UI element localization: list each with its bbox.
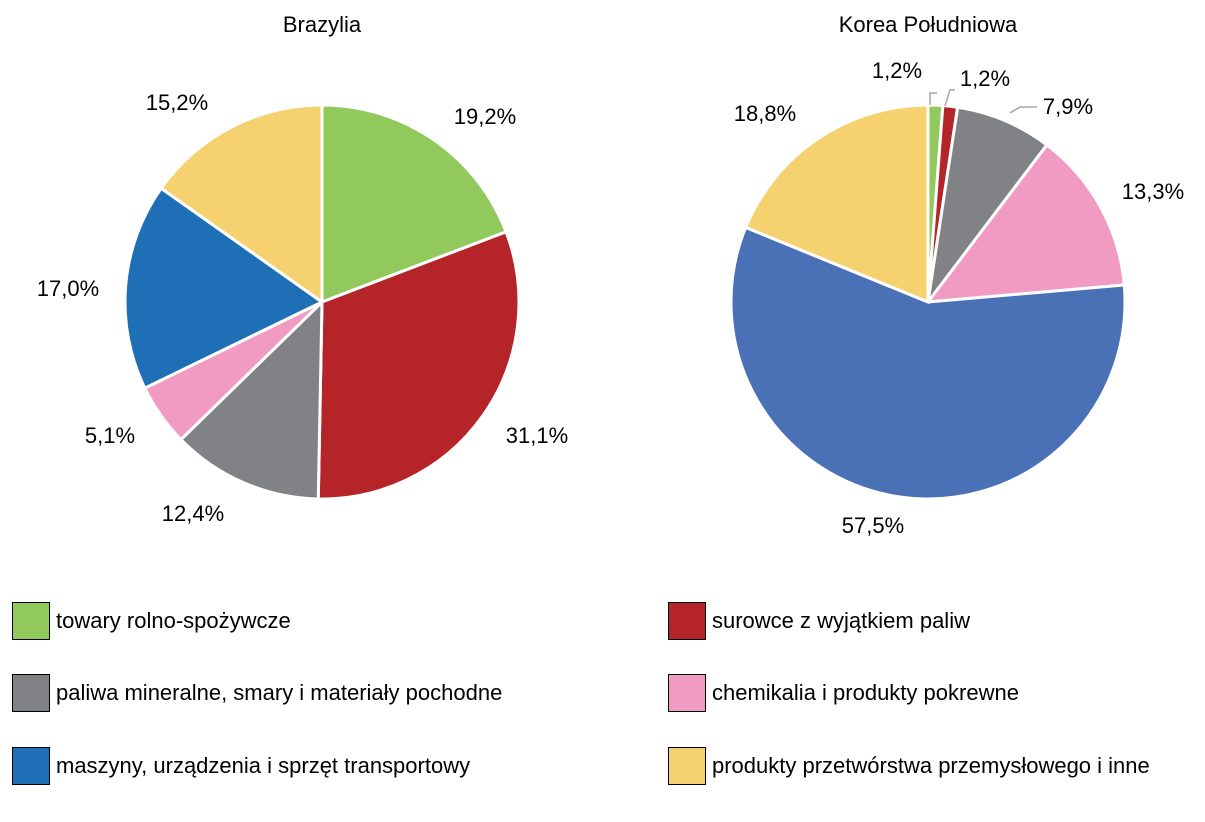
data-label: 5,1%: [85, 423, 135, 448]
legend-label: chemikalia i produkty pokrewne: [712, 680, 1019, 705]
legend-swatch: [668, 674, 706, 712]
data-label: 57,5%: [842, 513, 904, 538]
legend-label: paliwa mineralne, smary i materiały poch…: [56, 680, 503, 705]
pie-slice: [178, 298, 324, 501]
data-label: 7,9%: [1043, 94, 1093, 119]
legend-swatch: [12, 674, 50, 712]
data-label: 19,2%: [454, 104, 516, 129]
data-label: 15,2%: [146, 90, 208, 115]
legend-item: chemikalia i produkty pokrewne: [668, 674, 1193, 712]
pie-slice: [743, 103, 930, 305]
chart-title: Brazylia: [283, 12, 362, 37]
leader-line: [944, 89, 955, 107]
legend-swatch: [668, 747, 706, 785]
legend-swatch: [668, 602, 706, 640]
charts: Brazylia 19,2% 31,1% 12,4% 5,1% 17,0% 15,2% Kor…: [37, 12, 1184, 538]
legend-item: maszyny, urządzenia i sprzęt transportow…: [12, 747, 652, 785]
legend-item: towary rolno-spożywcze: [12, 602, 652, 640]
legend-swatch: [12, 747, 50, 785]
legend-item: paliwa mineralne, smary i materiały poch…: [12, 674, 652, 712]
legend-label: surowce z wyjątkiem paliw: [712, 608, 970, 633]
pie-slice: [159, 103, 324, 305]
pie-slice: [316, 229, 521, 501]
data-label: 1,2%: [960, 66, 1010, 91]
legend-label: produkty przetwórstwa przemysłowego i in…: [712, 753, 1150, 778]
pie-slice: [123, 186, 325, 391]
chart-title: Korea Południowa: [839, 12, 1018, 37]
legend-item: produkty przetwórstwa przemysłowego i in…: [668, 747, 1193, 785]
pie-slice: [729, 225, 1127, 501]
data-label: 31,1%: [506, 423, 568, 448]
legend-label: towary rolno-spożywcze: [56, 608, 291, 633]
pie-slice: [924, 142, 1126, 304]
data-label: 18,8%: [734, 101, 796, 126]
pie-slice: [320, 103, 508, 305]
legend-label: maszyny, urządzenia i sprzęt transportow…: [56, 753, 471, 778]
leader-line: [1009, 106, 1037, 114]
data-label: 12,4%: [162, 501, 224, 526]
pie-slice: [926, 105, 1049, 303]
data-label: 13,3%: [1122, 179, 1184, 204]
leader-line: [929, 92, 937, 105]
legend-item: surowce z wyjątkiem paliw: [668, 602, 1193, 640]
data-label: 1,2%: [872, 58, 922, 83]
data-label: 17,0%: [37, 276, 99, 301]
legend-swatch: [12, 602, 50, 640]
